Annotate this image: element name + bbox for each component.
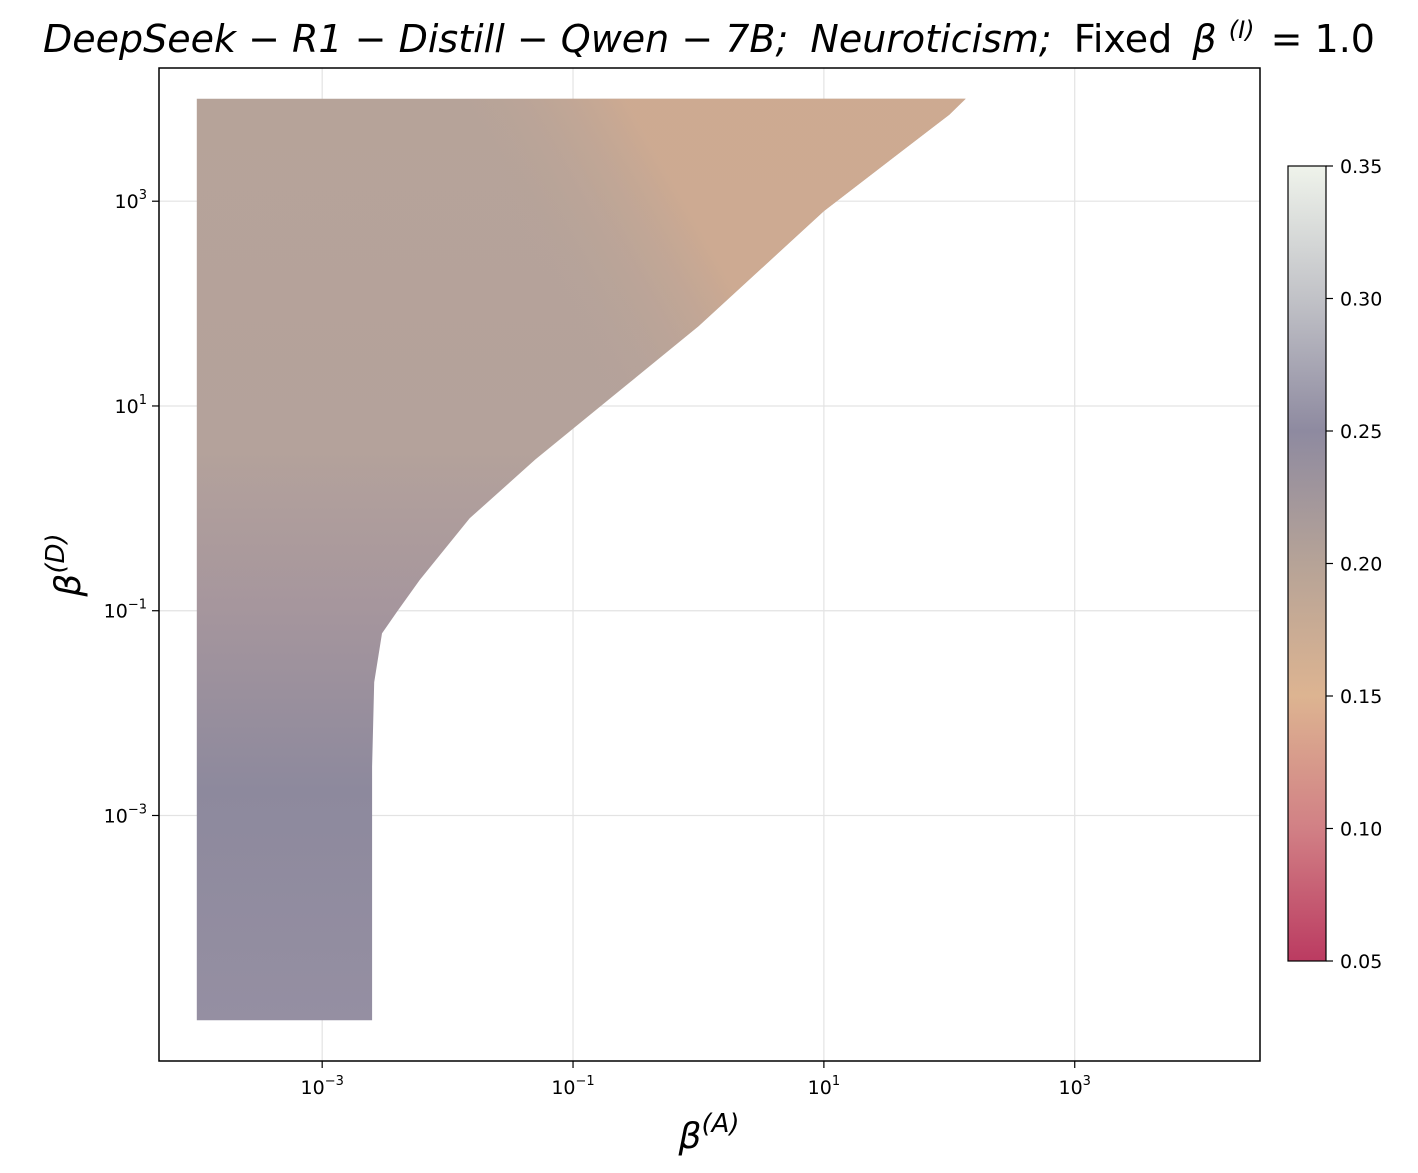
y-axis-ticks: 10−3 10−1 101 103 bbox=[104, 188, 159, 827]
y-axis-label-symbol: β bbox=[48, 574, 89, 598]
colorbar-tick-label: 0.05 bbox=[1340, 951, 1382, 973]
y-tick-label: 10−1 bbox=[104, 598, 147, 623]
title-model: DeepSeek − R1 − Distill − Qwen − 7B; bbox=[43, 17, 788, 61]
colorbar-tick-label: 0.10 bbox=[1340, 819, 1382, 841]
colorbar-tick-label: 0.25 bbox=[1340, 421, 1382, 443]
colorbar-tick-label: 0.20 bbox=[1340, 554, 1382, 576]
x-tick-label: 10−3 bbox=[301, 1074, 344, 1099]
title-fixed: Fixed bbox=[1074, 17, 1172, 61]
colorbar-tick-label: 0.15 bbox=[1340, 686, 1382, 708]
y-tick-label: 10−3 bbox=[104, 802, 147, 827]
title-fixed-symbol: β bbox=[1191, 17, 1216, 61]
y-tick-label: 103 bbox=[115, 188, 147, 213]
y-tick-label: 101 bbox=[115, 393, 147, 418]
x-tick-label: 10−1 bbox=[551, 1074, 594, 1099]
title-trait: Neuroticism; bbox=[810, 17, 1051, 61]
title-fixed-sup: (I) bbox=[1229, 16, 1255, 44]
x-tick-label: 103 bbox=[1058, 1074, 1090, 1099]
x-axis-label: β(A) bbox=[677, 1109, 739, 1157]
y-axis-label: β(D) bbox=[41, 533, 89, 597]
plot-frame bbox=[158, 67, 1261, 1062]
plot-area: 10−3 10−1 101 103 10−3 10−1 101 103 bbox=[104, 67, 1261, 1099]
y-axis-label-sup: (D) bbox=[41, 533, 71, 573]
colorbar-gradient bbox=[1287, 165, 1327, 962]
chart-title: DeepSeek − R1 − Distill − Qwen − 7B; Neu… bbox=[43, 3, 1375, 61]
x-axis-ticks: 10−3 10−1 101 103 bbox=[301, 1061, 1091, 1099]
colorbar-tick-label: 0.35 bbox=[1340, 156, 1382, 178]
colorbar: 0.05 0.10 0.15 0.20 0.25 0.30 0.35 bbox=[1287, 156, 1382, 973]
colorbar-ticks: 0.05 0.10 0.15 0.20 0.25 0.30 0.35 bbox=[1326, 156, 1382, 973]
colorbar-tick-label: 0.30 bbox=[1340, 289, 1382, 311]
x-axis-label-sup: (A) bbox=[701, 1109, 739, 1139]
x-axis-label-symbol: β bbox=[677, 1116, 701, 1157]
x-tick-label: 101 bbox=[808, 1074, 840, 1099]
title-fixed-value: = 1.0 bbox=[1271, 17, 1375, 61]
